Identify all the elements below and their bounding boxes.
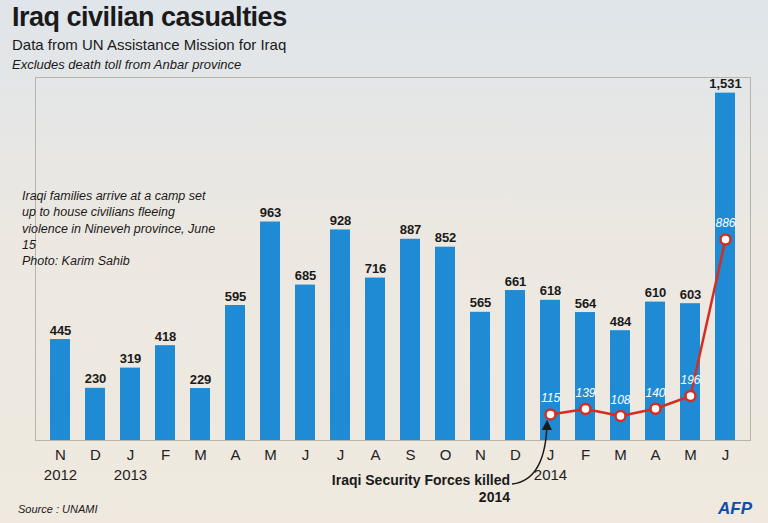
- svg-text:115: 115: [541, 391, 560, 405]
- svg-text:716: 716: [365, 261, 387, 276]
- svg-text:484: 484: [610, 314, 632, 329]
- svg-text:S: S: [405, 446, 415, 463]
- svg-text:565: 565: [470, 295, 492, 310]
- svg-text:2012: 2012: [44, 466, 77, 483]
- html-text:AFP: AFP: [718, 499, 752, 518]
- svg-text:564: 564: [575, 296, 597, 311]
- html-text:Iraqi families arrive at a cam: Iraqi families arrive at a camp set up t…: [22, 189, 216, 252]
- svg-text:595: 595: [225, 289, 247, 304]
- svg-text:F: F: [161, 446, 170, 463]
- svg-text:603: 603: [680, 287, 702, 302]
- svg-text:A: A: [370, 446, 380, 463]
- svg-text:N: N: [475, 446, 486, 463]
- svg-text:J: J: [302, 446, 310, 463]
- svg-text:963: 963: [260, 205, 282, 220]
- svg-text:N: N: [55, 446, 66, 463]
- svg-text:928: 928: [330, 213, 352, 228]
- svg-text:418: 418: [155, 329, 177, 344]
- svg-text:A: A: [230, 446, 240, 463]
- svg-text:661: 661: [505, 274, 527, 289]
- svg-text:887: 887: [400, 222, 422, 237]
- svg-text:J: J: [722, 446, 730, 463]
- svg-text:M: M: [264, 446, 277, 463]
- svg-text:196: 196: [680, 373, 700, 387]
- html-text:Photo: Karim Sahib: Photo: Karim Sahib: [22, 254, 130, 268]
- svg-text:F: F: [581, 446, 590, 463]
- svg-text:108: 108: [610, 393, 630, 407]
- svg-text:230: 230: [85, 371, 107, 386]
- svg-text:139: 139: [575, 386, 595, 400]
- svg-text:1,531: 1,531: [709, 76, 742, 91]
- svg-text:D: D: [510, 446, 521, 463]
- svg-text:J: J: [547, 446, 555, 463]
- html-text:Iraq civilian casualties: Iraq civilian casualties: [12, 2, 287, 32]
- svg-text:2014: 2014: [534, 466, 567, 483]
- svg-text:2013: 2013: [114, 466, 147, 483]
- svg-text:610: 610: [645, 285, 667, 300]
- svg-text:D: D: [90, 446, 101, 463]
- svg-text:M: M: [614, 446, 627, 463]
- svg-text:J: J: [337, 446, 345, 463]
- svg-text:A: A: [650, 446, 660, 463]
- svg-text:886: 886: [715, 216, 735, 230]
- svg-text:M: M: [684, 446, 697, 463]
- html-text:Excludes death toll from Anbar: Excludes death toll from Anbar province: [12, 57, 242, 72]
- html-text:Iraqi Security Forces killed 2: Iraqi Security Forces killed 2014: [331, 472, 510, 505]
- svg-text:319: 319: [120, 351, 142, 366]
- svg-text:M: M: [194, 446, 207, 463]
- svg-text:445: 445: [50, 323, 72, 338]
- svg-text:140: 140: [645, 386, 665, 400]
- html-text:Source : UNAMI: Source : UNAMI: [18, 503, 98, 515]
- svg-text:618: 618: [540, 283, 562, 298]
- svg-text:J: J: [127, 446, 135, 463]
- svg-text:685: 685: [295, 268, 317, 283]
- svg-text:O: O: [440, 446, 452, 463]
- html-text:Data from UN Assistance Missio: Data from UN Assistance Mission for Iraq: [12, 36, 287, 53]
- svg-text:229: 229: [190, 372, 212, 387]
- svg-text:852: 852: [435, 230, 457, 245]
